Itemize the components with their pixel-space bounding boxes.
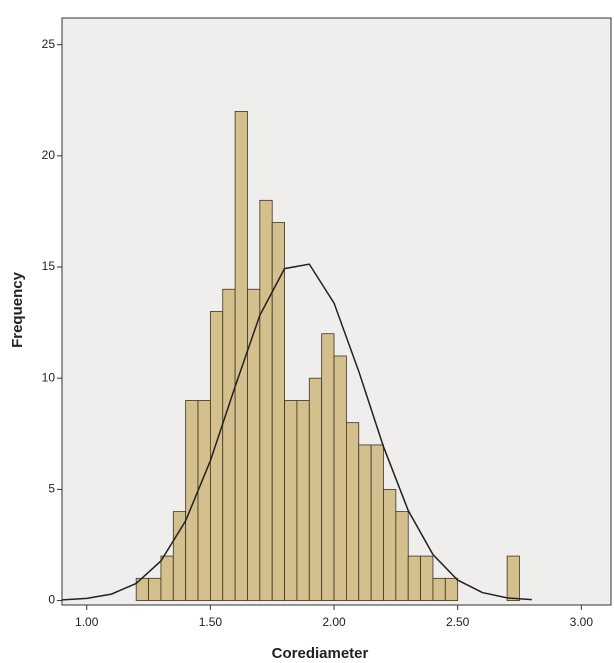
x-axis-title: Corediameter xyxy=(272,645,369,662)
y-tick-label: 15 xyxy=(42,259,56,273)
bar xyxy=(259,199,273,601)
bar xyxy=(148,577,162,601)
y-tick-label: 25 xyxy=(42,37,56,51)
bar xyxy=(444,577,459,601)
x-tick-label: 1.00 xyxy=(75,615,99,629)
bar xyxy=(222,288,236,601)
bar xyxy=(420,555,434,601)
bar xyxy=(358,444,372,601)
bar xyxy=(432,577,446,601)
y-tick-label: 10 xyxy=(42,370,56,384)
bar xyxy=(395,511,409,601)
bar xyxy=(383,488,397,601)
bar xyxy=(185,400,199,601)
y-axis-title: Frequency xyxy=(9,271,26,348)
bar xyxy=(296,400,310,601)
x-tick-label: 1.50 xyxy=(199,615,223,629)
x-tick-label: 3.00 xyxy=(570,615,594,629)
bar xyxy=(197,400,211,601)
bar xyxy=(345,422,360,601)
bar xyxy=(284,400,298,601)
y-tick-label: 20 xyxy=(42,148,56,162)
bar xyxy=(506,555,520,601)
bar xyxy=(370,444,384,601)
bar xyxy=(333,355,347,601)
bar xyxy=(308,377,323,601)
bar xyxy=(160,555,174,601)
bar xyxy=(247,288,261,601)
x-tick-label: 2.00 xyxy=(322,615,346,629)
bar xyxy=(407,555,421,601)
bar xyxy=(321,333,335,601)
y-tick-label: 5 xyxy=(48,482,55,496)
normal-curve xyxy=(61,263,532,601)
y-tick-label: 0 xyxy=(48,593,55,607)
x-tick-label: 2.50 xyxy=(446,615,470,629)
